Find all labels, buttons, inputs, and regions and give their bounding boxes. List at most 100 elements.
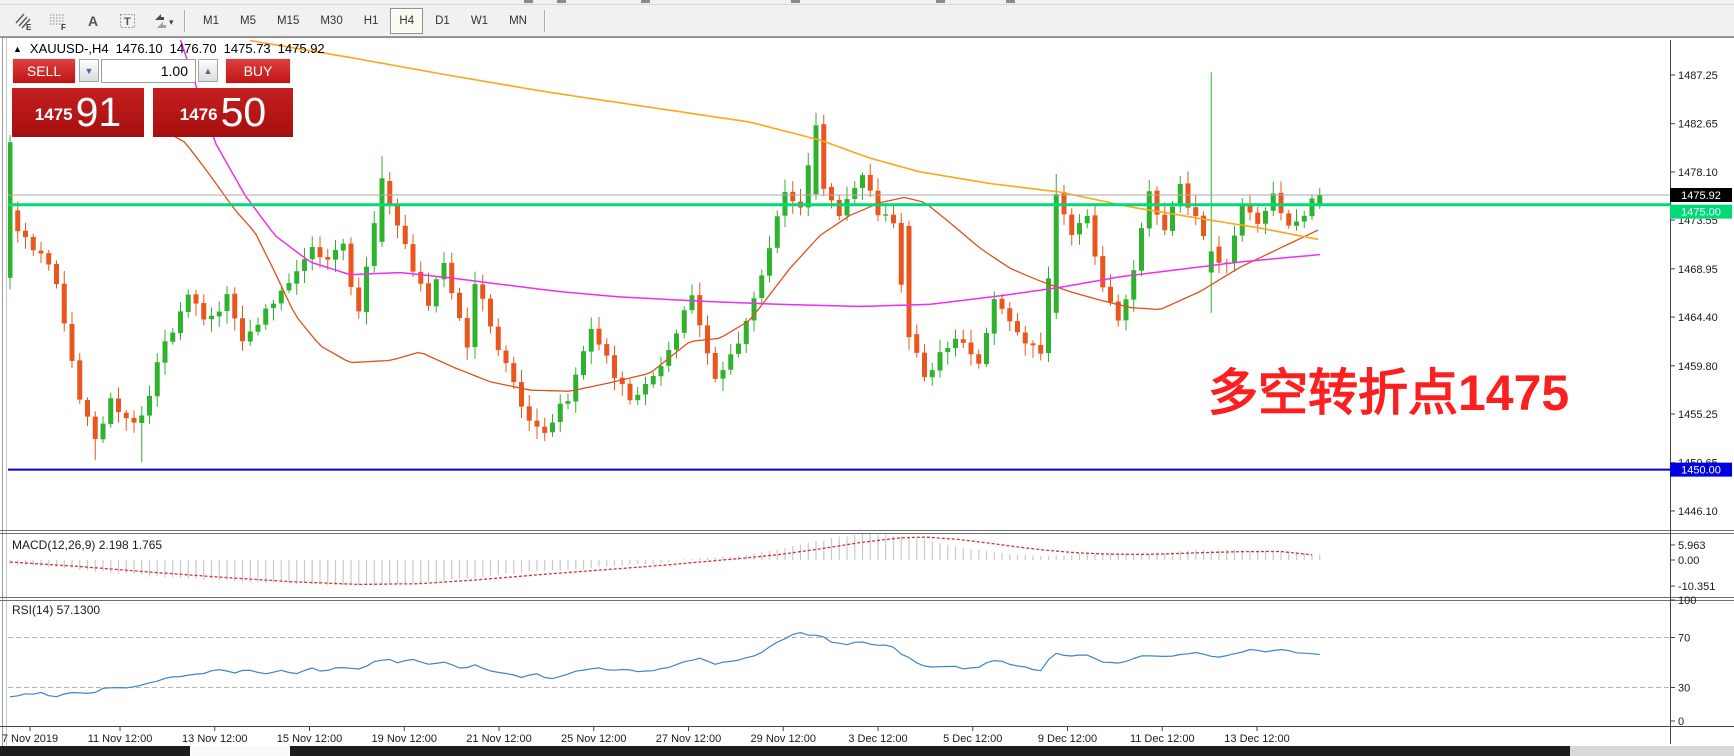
symbol-label: XAUUSD-,H4 bbox=[29, 41, 109, 56]
timeframe-button-h4[interactable]: H4 bbox=[390, 7, 424, 34]
timeframe-button-m15[interactable]: M15 bbox=[276, 14, 300, 27]
candle-body bbox=[581, 351, 586, 376]
price-axis-label: 1487.25 bbox=[1678, 70, 1718, 82]
toolbar-nub bbox=[936, 0, 945, 3]
timeframe-button-mn[interactable]: MN bbox=[509, 14, 527, 27]
timeframe-button-h1[interactable]: H1 bbox=[363, 14, 379, 27]
candle-body bbox=[247, 331, 253, 342]
buy-price-box[interactable]: 1476 50 bbox=[153, 88, 293, 137]
candle-body bbox=[69, 324, 75, 361]
candle-body bbox=[8, 142, 13, 278]
candle-body bbox=[867, 174, 873, 191]
timeframe-button-m5[interactable]: M5 bbox=[239, 14, 256, 27]
candle-body bbox=[395, 205, 400, 226]
candle-body bbox=[1270, 193, 1276, 211]
candle-body bbox=[325, 257, 331, 260]
volume-decrease-button[interactable]: ▼ bbox=[79, 59, 99, 82]
candle-body bbox=[1123, 299, 1129, 321]
candle-body bbox=[61, 283, 67, 324]
rsi-indicator-label: RSI(14) 57.1300 bbox=[12, 603, 101, 617]
candle-body bbox=[38, 250, 44, 254]
candle-body bbox=[1061, 192, 1067, 215]
volume-increase-button[interactable]: ▲ bbox=[198, 59, 218, 82]
candle-body bbox=[759, 275, 765, 299]
volume-input[interactable] bbox=[101, 58, 196, 83]
macd-axis-label: 5.963 bbox=[1678, 540, 1706, 552]
rsi-axis-label: 70 bbox=[1678, 633, 1690, 645]
support-price-badge-text: 1475.00 bbox=[1681, 207, 1721, 219]
candle-body bbox=[278, 290, 284, 304]
candle-body bbox=[891, 214, 896, 224]
candle-body bbox=[960, 339, 966, 343]
candle-body bbox=[480, 284, 486, 299]
candle-body bbox=[984, 333, 989, 365]
candle-body bbox=[1131, 270, 1137, 300]
buy-button[interactable]: BUY bbox=[225, 57, 291, 84]
candle-body bbox=[1015, 321, 1020, 333]
candle-body bbox=[1022, 332, 1028, 344]
ohlc-low: 1475.73 bbox=[223, 41, 271, 56]
timeframe-button-d1[interactable]: D1 bbox=[435, 14, 450, 27]
chart-toolbar: E F A T ▾ M1 M5 M15 M30 H1 H4 D1 W1 MN bbox=[0, 5, 1734, 37]
candle-body bbox=[201, 303, 207, 320]
candle-body bbox=[953, 338, 958, 349]
macd-indicator-label: MACD(12,26,9) 2.198 1.765 bbox=[12, 538, 163, 552]
candle-body bbox=[371, 223, 377, 266]
toolbar-nub bbox=[1006, 0, 1015, 3]
horizontal-scrollbar[interactable] bbox=[0, 746, 1734, 756]
candle-body bbox=[433, 279, 439, 307]
svg-text:E: E bbox=[26, 23, 32, 31]
candle-body bbox=[790, 191, 796, 202]
candle-body bbox=[216, 311, 222, 317]
lower-price-badge bbox=[1670, 462, 1732, 477]
candle-body bbox=[131, 417, 137, 423]
candle-body bbox=[46, 253, 52, 265]
candle-body bbox=[945, 348, 951, 353]
candle-body bbox=[922, 352, 927, 378]
candle-body bbox=[1239, 204, 1245, 236]
candle-body bbox=[193, 294, 199, 304]
candle-body bbox=[309, 247, 315, 260]
price-panel bbox=[8, 40, 1323, 463]
timeframe-button-m1[interactable]: M1 bbox=[203, 14, 219, 27]
candle-body bbox=[15, 210, 21, 232]
candle-body bbox=[635, 394, 641, 401]
candle-body bbox=[534, 420, 540, 427]
one-click-trading-toggle[interactable]: ▲ bbox=[13, 43, 22, 54]
price-axis-label: 1459.80 bbox=[1678, 361, 1718, 373]
ohlc-high: 1476.70 bbox=[169, 41, 217, 56]
candle-body bbox=[1038, 344, 1044, 354]
rsi-panel bbox=[8, 632, 1670, 698]
sell-button[interactable]: SELL bbox=[12, 57, 76, 84]
text-label-tool-icon[interactable]: T bbox=[115, 8, 141, 34]
candle-body bbox=[1084, 215, 1090, 224]
text-tool-icon[interactable]: A bbox=[80, 8, 106, 34]
timeframe-button-m30[interactable]: M30 bbox=[320, 14, 343, 27]
candle-body bbox=[898, 222, 904, 285]
scrollbar-thumb[interactable] bbox=[290, 746, 1570, 756]
candle-body bbox=[333, 249, 338, 260]
upper-toolbar-remnant bbox=[0, 0, 1734, 5]
candle-body bbox=[139, 415, 145, 423]
time-axis-label: 27 Nov 12:00 bbox=[656, 733, 721, 745]
candle-body bbox=[100, 423, 106, 440]
time-axis-label: 15 Nov 12:00 bbox=[277, 733, 342, 745]
candle-body bbox=[751, 298, 757, 321]
candle-body bbox=[883, 214, 889, 216]
equidistant-channel-tool-icon[interactable]: E bbox=[10, 8, 36, 34]
drawing-tools-group: E F A T ▾ bbox=[10, 8, 176, 34]
candle-body bbox=[271, 303, 276, 308]
sell-price-box[interactable]: 1475 91 bbox=[12, 88, 144, 137]
timeframe-button-w1[interactable]: W1 bbox=[470, 14, 489, 27]
scrollbar-track-gap[interactable] bbox=[190, 746, 290, 756]
fibonacci-tool-icon[interactable]: F bbox=[45, 8, 71, 34]
candle-body bbox=[1007, 308, 1013, 322]
candle-body bbox=[999, 298, 1005, 309]
svg-text:F: F bbox=[61, 23, 66, 31]
candle-body bbox=[23, 230, 28, 238]
scrollbar-segment[interactable] bbox=[0, 746, 190, 756]
arrows-tool-icon[interactable]: ▾ bbox=[150, 8, 176, 34]
candle-body bbox=[178, 311, 183, 334]
